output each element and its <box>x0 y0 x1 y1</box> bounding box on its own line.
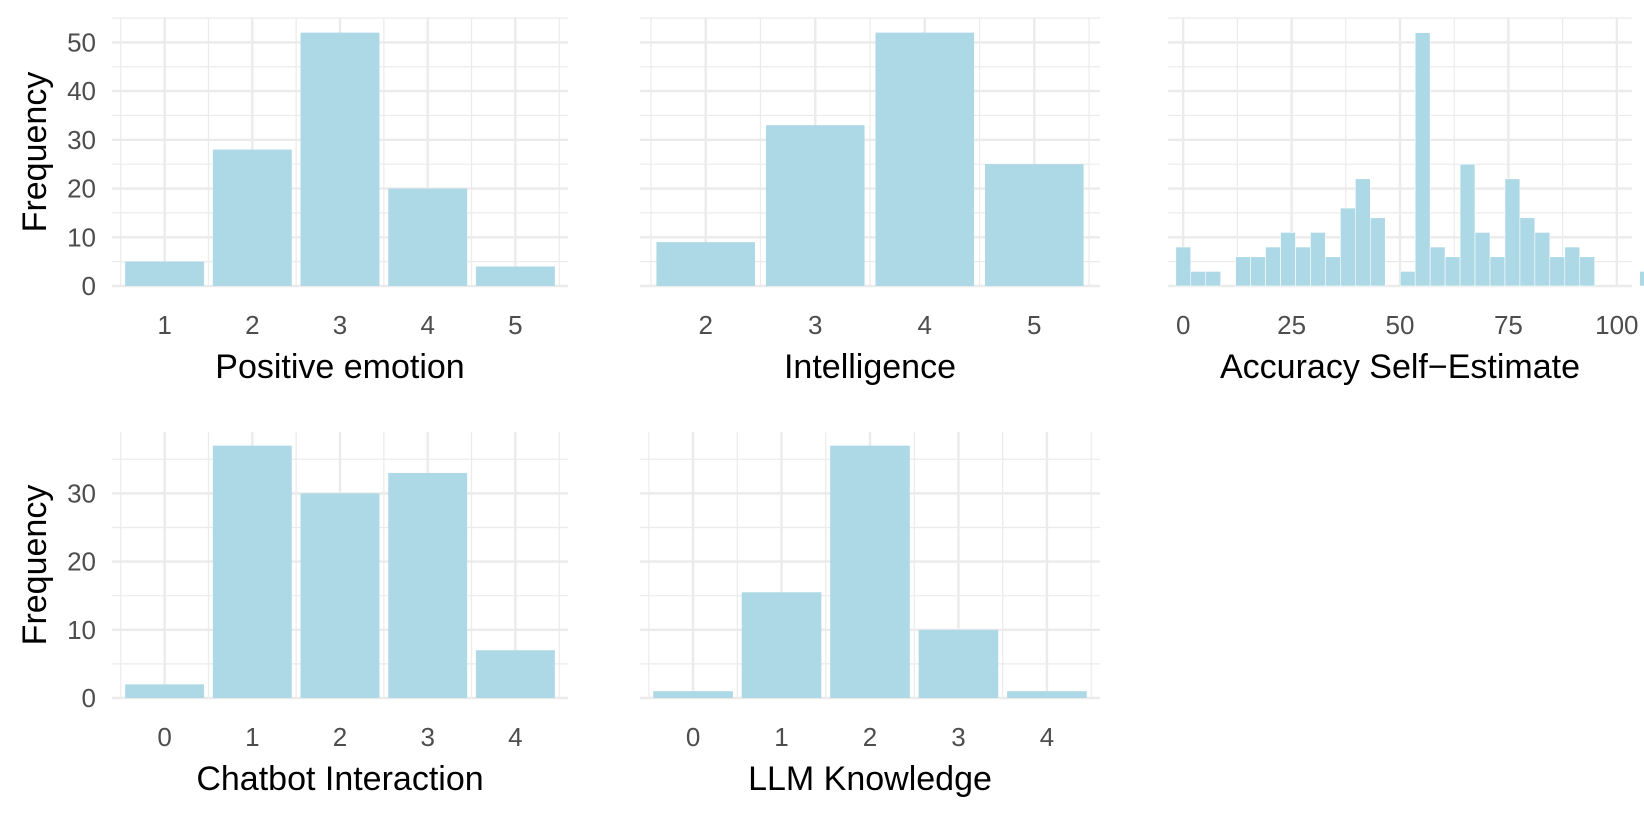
bar-0 <box>125 684 205 698</box>
chart-panel-intelligence: 2 3 4 5 Intelligence <box>640 17 1100 386</box>
bar-2 <box>830 445 910 698</box>
y-tick-label: 10 <box>67 615 96 645</box>
bar-4 <box>1007 691 1087 698</box>
x-tick-label: 3 <box>420 722 434 752</box>
histogram-bar <box>1489 256 1506 287</box>
bar-2 <box>212 149 292 286</box>
x-tick-label: 2 <box>698 310 712 340</box>
histogram-bar <box>1459 163 1476 287</box>
y-tick-label: 0 <box>82 271 96 301</box>
x-tick-label: 5 <box>508 310 522 340</box>
histogram-bar <box>1519 217 1536 287</box>
x-tick-label: 2 <box>863 722 877 752</box>
histogram-bar <box>1564 246 1581 287</box>
x-tick-label: 4 <box>420 310 434 340</box>
x-tick-label: 3 <box>951 722 965 752</box>
x-tick-label: 2 <box>245 310 259 340</box>
chart-panel-positive-emotion: 0 10 20 30 40 50 1 2 3 4 5 Positive emotion Frequenc… <box>16 17 568 386</box>
histogram-bar <box>1325 256 1341 287</box>
bar-1 <box>212 445 292 698</box>
y-tick-label: 0 <box>82 683 96 713</box>
histogram-bar <box>1340 207 1356 287</box>
histogram-bar <box>1549 256 1566 287</box>
histogram-bar <box>1175 246 1192 287</box>
x-axis-title: LLM Knowledge <box>748 760 992 798</box>
bar-3 <box>765 125 865 286</box>
y-tick-label: 40 <box>67 76 96 106</box>
histogram-bar <box>1534 232 1551 287</box>
bar-1 <box>741 592 822 698</box>
y-axis-title: Frequency <box>16 72 54 233</box>
histogram-bar <box>1190 271 1207 287</box>
bar-1 <box>125 261 205 286</box>
bar-0 <box>653 691 733 698</box>
y-tick-label: 20 <box>67 547 96 577</box>
bar-2 <box>656 242 755 286</box>
bar-3 <box>388 472 468 698</box>
x-tick-label: 3 <box>808 310 822 340</box>
histogram-bar <box>1579 256 1596 287</box>
x-tick-label: 100 <box>1595 310 1638 340</box>
histogram-bar <box>1205 271 1221 287</box>
histogram-bar <box>1639 271 1644 287</box>
x-tick-label: 0 <box>686 722 700 752</box>
histogram-bar <box>1444 256 1461 287</box>
bar-5 <box>985 164 1084 286</box>
histogram-bar <box>1265 246 1281 287</box>
y-tick-label: 50 <box>67 27 96 57</box>
bar-5 <box>475 266 555 286</box>
chart-panel-llm-knowledge: 0 1 2 3 4 LLM Knowledge <box>640 432 1100 798</box>
y-axis-title: Frequency <box>16 485 54 646</box>
bar-3 <box>918 629 999 698</box>
histogram-bar <box>1310 232 1326 287</box>
histogram-bar <box>1399 271 1416 287</box>
x-tick-label: 3 <box>333 310 347 340</box>
x-tick-label: 1 <box>157 310 171 340</box>
bar-2 <box>300 493 380 698</box>
x-tick-label: 4 <box>918 310 932 340</box>
bar-4 <box>875 32 975 287</box>
x-tick-label: 0 <box>1176 310 1190 340</box>
histogram-bar <box>1235 256 1251 287</box>
chart-panel-accuracy-self-estimate: 0 25 50 75 100 Accuracy Self−Estimate <box>1168 17 1644 386</box>
x-tick-label: 25 <box>1277 310 1306 340</box>
x-axis-title: Positive emotion <box>215 348 464 386</box>
x-axis-title: Accuracy Self−Estimate <box>1220 348 1580 386</box>
bar-4 <box>475 650 555 698</box>
x-tick-label: 50 <box>1386 310 1415 340</box>
x-tick-label: 1 <box>774 722 788 752</box>
x-axis-title: Intelligence <box>784 348 956 386</box>
bar-3 <box>300 32 380 287</box>
x-tick-label: 1 <box>245 722 259 752</box>
histogram-bar <box>1429 246 1446 287</box>
x-tick-label: 75 <box>1494 310 1523 340</box>
histogram-bar <box>1295 246 1311 287</box>
x-tick-label: 4 <box>1040 722 1054 752</box>
histogram-bar <box>1504 178 1521 287</box>
x-tick-label: 5 <box>1027 310 1041 340</box>
y-tick-label: 30 <box>67 478 96 508</box>
y-tick-label: 10 <box>67 222 96 252</box>
histogram-bar <box>1369 217 1386 287</box>
x-axis-title: Chatbot Interaction <box>196 760 483 798</box>
x-tick-label: 0 <box>157 722 171 752</box>
histogram-bar <box>1474 232 1491 287</box>
x-tick-label: 2 <box>333 722 347 752</box>
histogram-bar <box>1250 256 1266 287</box>
y-tick-label: 20 <box>67 174 96 204</box>
histogram-bar <box>1280 232 1296 287</box>
chart-panel-chatbot-interaction: 0 10 20 30 0 1 2 3 4 Chatbot Interaction Frequency <box>16 432 568 798</box>
bar-4 <box>388 188 468 286</box>
y-tick-label: 30 <box>67 125 96 155</box>
histogram-bar <box>1355 178 1371 287</box>
histogram-bar <box>1414 32 1431 287</box>
x-tick-label: 4 <box>508 722 522 752</box>
